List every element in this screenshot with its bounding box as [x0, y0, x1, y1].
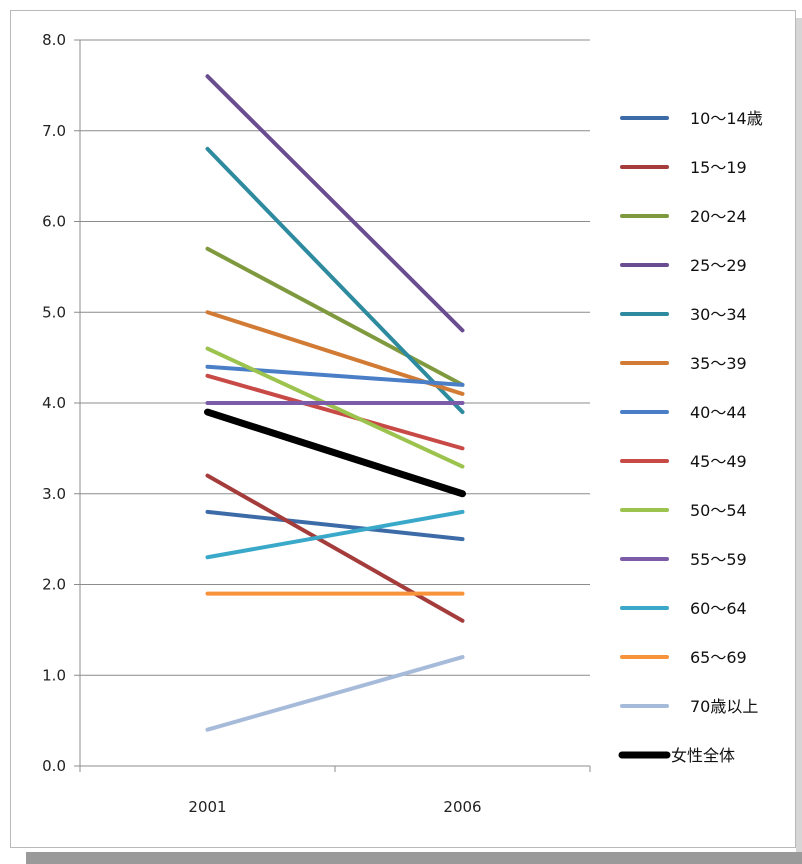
- series-line: [205, 146, 465, 415]
- legend-label: 40～44: [690, 403, 747, 422]
- legend: 10～14歳 15～19 20～24 25～29 30～34 35～39 40～44 45～4…: [618, 109, 763, 765]
- axes: 0.0 1.0 2.0 3.0 4.0 5.0 6.0 7.0 8.0 2001 2006: [42, 31, 591, 816]
- series-line: [205, 246, 465, 387]
- y-tick-label: 8.0: [42, 31, 66, 49]
- legend-label: 25～29: [690, 256, 747, 275]
- series-line: [205, 509, 465, 542]
- frame-bottom-shadow: [26, 852, 802, 864]
- series-line: [205, 364, 465, 387]
- gridlines: [80, 39, 590, 676]
- legend-label: 65～69: [690, 648, 747, 667]
- legend-label: 50～54: [690, 501, 747, 520]
- x-tick-label: 2001: [188, 798, 226, 816]
- y-tick-label: 3.0: [42, 485, 66, 503]
- chart-frame: [10, 10, 796, 848]
- legend-label: 60～64: [690, 599, 747, 618]
- legend-label: 20～24: [690, 207, 747, 226]
- legend-label: 女性全体: [671, 746, 735, 765]
- y-tick-label: 2.0: [42, 576, 66, 594]
- y-tick-label: 4.0: [42, 394, 66, 412]
- legend-label: 10～14歳: [690, 109, 763, 128]
- legend-label: 70歳以上: [690, 697, 758, 716]
- legend-label: 55～59: [690, 550, 747, 569]
- series-lines: [204, 74, 466, 732]
- series-line: [205, 473, 465, 623]
- y-tick-label: 0.0: [42, 757, 66, 775]
- y-tick-label: 7.0: [42, 122, 66, 140]
- legend-label: 35～39: [690, 354, 747, 373]
- series-line: [205, 346, 465, 469]
- series-line: [205, 655, 465, 732]
- legend-label: 45～49: [690, 452, 747, 471]
- series-line: [204, 408, 466, 498]
- series-line: [205, 509, 465, 560]
- y-tick-label: 6.0: [42, 213, 66, 231]
- y-tick-label: 5.0: [42, 303, 66, 321]
- series-line: [205, 74, 465, 333]
- legend-label: 15～19: [690, 158, 747, 177]
- series-line: [205, 373, 465, 451]
- legend-label: 30～34: [690, 305, 747, 324]
- x-tick-label: 2006: [443, 798, 481, 816]
- frame-right-shadow: [796, 18, 802, 864]
- y-tick-label: 1.0: [42, 666, 66, 684]
